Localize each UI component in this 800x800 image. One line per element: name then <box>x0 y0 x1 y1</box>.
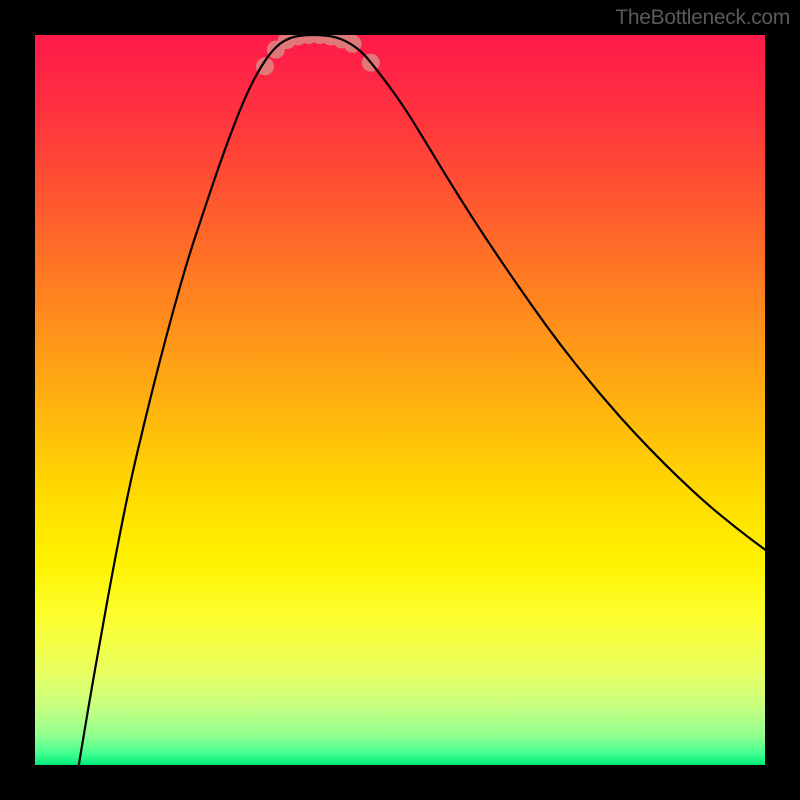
plot-area <box>35 35 765 765</box>
bottleneck-curve <box>79 35 765 765</box>
curve-layer <box>35 35 765 765</box>
watermark-text: TheBottleneck.com <box>615 6 790 30</box>
bottleneck-markers <box>256 35 380 75</box>
